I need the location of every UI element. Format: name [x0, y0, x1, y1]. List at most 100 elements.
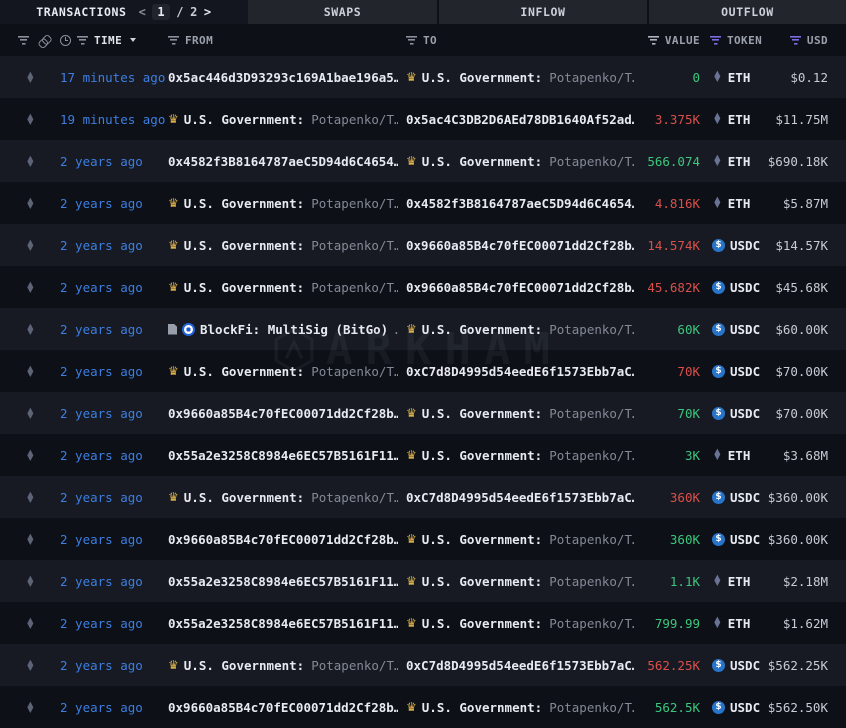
entity-link[interactable]: U.S. Government: Potapenko/T…: [184, 196, 398, 211]
usd-column-header[interactable]: USD: [764, 34, 828, 47]
value-column-header[interactable]: VALUE: [642, 34, 700, 47]
token-column-header[interactable]: TOKEN: [700, 34, 764, 47]
tab-outflow[interactable]: OUTFLOW: [649, 0, 846, 24]
transaction-row[interactable]: ♦ 2 years ago ♛ U.S. Government: Potapenko/T…: [0, 644, 846, 686]
transaction-row[interactable]: ♦ 2 years ago 0x55a2e3258C8984e6EC57B5161F…: [0, 434, 846, 476]
entity-link[interactable]: U.S. Government: Potapenko/T…: [184, 490, 398, 505]
entity-link[interactable]: U.S. Government: Potapenko/T…: [422, 616, 634, 631]
address-link[interactable]: 0x9660a85B4c70fEC00071dd2Cf28b…: [168, 699, 398, 715]
entity-link[interactable]: U.S. Government: Potapenko/T…: [422, 154, 634, 169]
from-cell: BlockFi: MultiSig (BitGo)…: [168, 322, 406, 337]
to-cell: 0x9660a85B4c70fEC00071dd2Cf28b…: [406, 280, 642, 295]
entity-link[interactable]: U.S. Government: Potapenko/T…: [422, 322, 634, 337]
address-link[interactable]: 0x55a2e3258C8984e6EC57B5161F11…: [168, 447, 398, 463]
token-label: USDC: [730, 363, 761, 379]
eth-icon: ♦: [712, 613, 723, 633]
transaction-row[interactable]: ♦ 2 years ago ♛ U.S. Government: Potapenko/T…: [0, 266, 846, 308]
time-link[interactable]: 2 years ago: [60, 573, 143, 589]
clock-icon[interactable]: [60, 34, 71, 46]
address-link[interactable]: 0x9660a85B4c70fEC00071dd2Cf28b…: [168, 405, 398, 421]
address-link[interactable]: 0xC7d8D4995d54eedE6f1573Ebb7aC…: [406, 489, 634, 505]
entity-link[interactable]: U.S. Government: Potapenko/T…: [422, 448, 634, 463]
next-page-icon[interactable]: [204, 5, 212, 19]
entity-link[interactable]: U.S. Government: Potapenko/T…: [184, 280, 398, 295]
address-link[interactable]: 0xC7d8D4995d54eedE6f1573Ebb7aC…: [406, 363, 634, 379]
entity-link[interactable]: U.S. Government: Potapenko/T…: [422, 700, 634, 715]
transaction-row[interactable]: ♦ 2 years ago 0x9660a85B4c70fEC00071dd2Cf2…: [0, 686, 846, 728]
address-link[interactable]: 0x9660a85B4c70fEC00071dd2Cf28b…: [168, 531, 398, 547]
address-link[interactable]: 0x4582f3B8164787aeC5D94d6C4654…: [168, 153, 398, 169]
to-filter-icon[interactable]: [406, 35, 417, 45]
from-cell: 0x9660a85B4c70fEC00071dd2Cf28b…: [168, 532, 406, 547]
time-link[interactable]: 2 years ago: [60, 657, 143, 673]
transaction-row[interactable]: ♦ 2 years ago 0x9660a85B4c70fEC00071dd2Cf2…: [0, 392, 846, 434]
value-filter-icon[interactable]: [647, 35, 659, 45]
transaction-row[interactable]: ♦ 2 years ago ♛ U.S. Government: Potapenko/T…: [0, 224, 846, 266]
time-column-header[interactable]: TIME: [60, 34, 168, 47]
time-filter-icon[interactable]: [77, 35, 88, 45]
ethereum-chain-icon: ♦: [25, 530, 36, 549]
address-link[interactable]: 0x5ac4C3DB2D6AEd78DB1640Af52ad…: [406, 111, 634, 127]
entity-link[interactable]: U.S. Government: Potapenko/T…: [422, 70, 634, 85]
token-label: USDC: [730, 405, 761, 421]
address-link[interactable]: 0x5ac446d3D93293c169A1bae196a5…: [168, 69, 398, 85]
entity-link[interactable]: BlockFi: MultiSig (BitGo)…: [200, 322, 398, 337]
chain-link-icon[interactable]: [34, 30, 53, 49]
transaction-row[interactable]: ♦ 17 minutes ago 0x5ac446d3D93293c169A1bae…: [0, 56, 846, 98]
tab-transactions[interactable]: TRANSACTIONS 1 / 2: [0, 0, 248, 24]
time-cell: 2 years ago: [60, 280, 168, 295]
entity-link[interactable]: U.S. Government: Potapenko/T…: [184, 364, 398, 379]
address-link[interactable]: 0x9660a85B4c70fEC00071dd2Cf28b…: [406, 279, 634, 295]
address-link[interactable]: 0x55a2e3258C8984e6EC57B5161F11…: [168, 615, 398, 631]
address-link[interactable]: 0x9660a85B4c70fEC00071dd2Cf28b…: [406, 237, 634, 253]
time-link[interactable]: 19 minutes ago: [60, 111, 166, 127]
entity-link[interactable]: U.S. Government: Potapenko/T…: [184, 112, 398, 127]
transaction-row[interactable]: ♦ 2 years ago ♛ U.S. Government: Potapenko/T…: [0, 476, 846, 518]
time-link[interactable]: 2 years ago: [60, 363, 143, 379]
time-link[interactable]: 2 years ago: [60, 615, 143, 631]
transaction-row[interactable]: ♦ 2 years ago ♛ U.S. Government: Potapenko/T…: [0, 182, 846, 224]
token-label: ETH: [727, 573, 751, 589]
from-filter-icon[interactable]: [168, 35, 179, 45]
time-link[interactable]: 2 years ago: [60, 279, 143, 295]
time-link[interactable]: 2 years ago: [60, 237, 143, 253]
address-link[interactable]: 0xC7d8D4995d54eedE6f1573Ebb7aC…: [406, 657, 634, 673]
entity-link[interactable]: U.S. Government: Potapenko/T…: [422, 532, 634, 547]
token-filter-icon[interactable]: [710, 35, 721, 45]
address-link[interactable]: 0x4582f3B8164787aeC5D94d6C4654…: [406, 195, 634, 211]
prev-page-icon[interactable]: [139, 5, 147, 19]
usdc-icon: $: [712, 364, 725, 378]
from-cell: ♛ U.S. Government: Potapenko/T…: [168, 658, 406, 673]
entity-link[interactable]: U.S. Government: Potapenko/T…: [184, 238, 398, 253]
chain-cell: ♦: [16, 152, 60, 170]
to-column-header[interactable]: TO: [406, 34, 642, 47]
transaction-row[interactable]: ♦ 2 years ago 0x9660a85B4c70fEC00071dd2Cf2…: [0, 518, 846, 560]
entity-link[interactable]: U.S. Government: Potapenko/T…: [422, 406, 634, 421]
time-link[interactable]: 2 years ago: [60, 489, 143, 505]
address-link[interactable]: 0x55a2e3258C8984e6EC57B5161F11…: [168, 573, 398, 589]
transaction-row[interactable]: ♦ 2 years ago 0x55a2e3258C8984e6EC57B5161F…: [0, 602, 846, 644]
transaction-row[interactable]: ♦ 19 minutes ago ♛ U.S. Government: Potapenk…: [0, 98, 846, 140]
time-link[interactable]: 2 years ago: [60, 405, 143, 421]
transaction-row[interactable]: ♦ 2 years ago 0x55a2e3258C8984e6EC57B5161F…: [0, 560, 846, 602]
usd-filter-icon[interactable]: [789, 35, 801, 45]
chain-cell: ♦: [16, 614, 60, 632]
ethereum-chain-icon: ♦: [25, 278, 36, 297]
tab-swaps[interactable]: SWAPS: [248, 0, 437, 24]
time-link[interactable]: 2 years ago: [60, 531, 143, 547]
transaction-row[interactable]: ♦ 2 years ago ♛ U.S. Government: Potapenko/T…: [0, 350, 846, 392]
tab-inflow[interactable]: INFLOW: [439, 0, 647, 24]
time-link[interactable]: 2 years ago: [60, 699, 143, 715]
transaction-row[interactable]: ♦ 2 years ago 0x4582f3B8164787aeC5D94d6C46…: [0, 140, 846, 182]
chain-filter-icon[interactable]: [18, 35, 29, 45]
value-amount: 562.5K: [654, 699, 700, 715]
time-link[interactable]: 2 years ago: [60, 195, 143, 211]
from-column-header[interactable]: FROM: [168, 34, 406, 47]
transaction-row[interactable]: ♦ 2 years ago BlockFi: MultiSig (BitGo) … ♛ U…: [0, 308, 846, 350]
time-link[interactable]: 2 years ago: [60, 447, 143, 463]
time-link[interactable]: 2 years ago: [60, 321, 143, 337]
entity-link[interactable]: U.S. Government: Potapenko/T…: [184, 658, 398, 673]
time-link[interactable]: 17 minutes ago: [60, 69, 166, 85]
entity-link[interactable]: U.S. Government: Potapenko/T…: [422, 574, 634, 589]
time-link[interactable]: 2 years ago: [60, 153, 143, 169]
